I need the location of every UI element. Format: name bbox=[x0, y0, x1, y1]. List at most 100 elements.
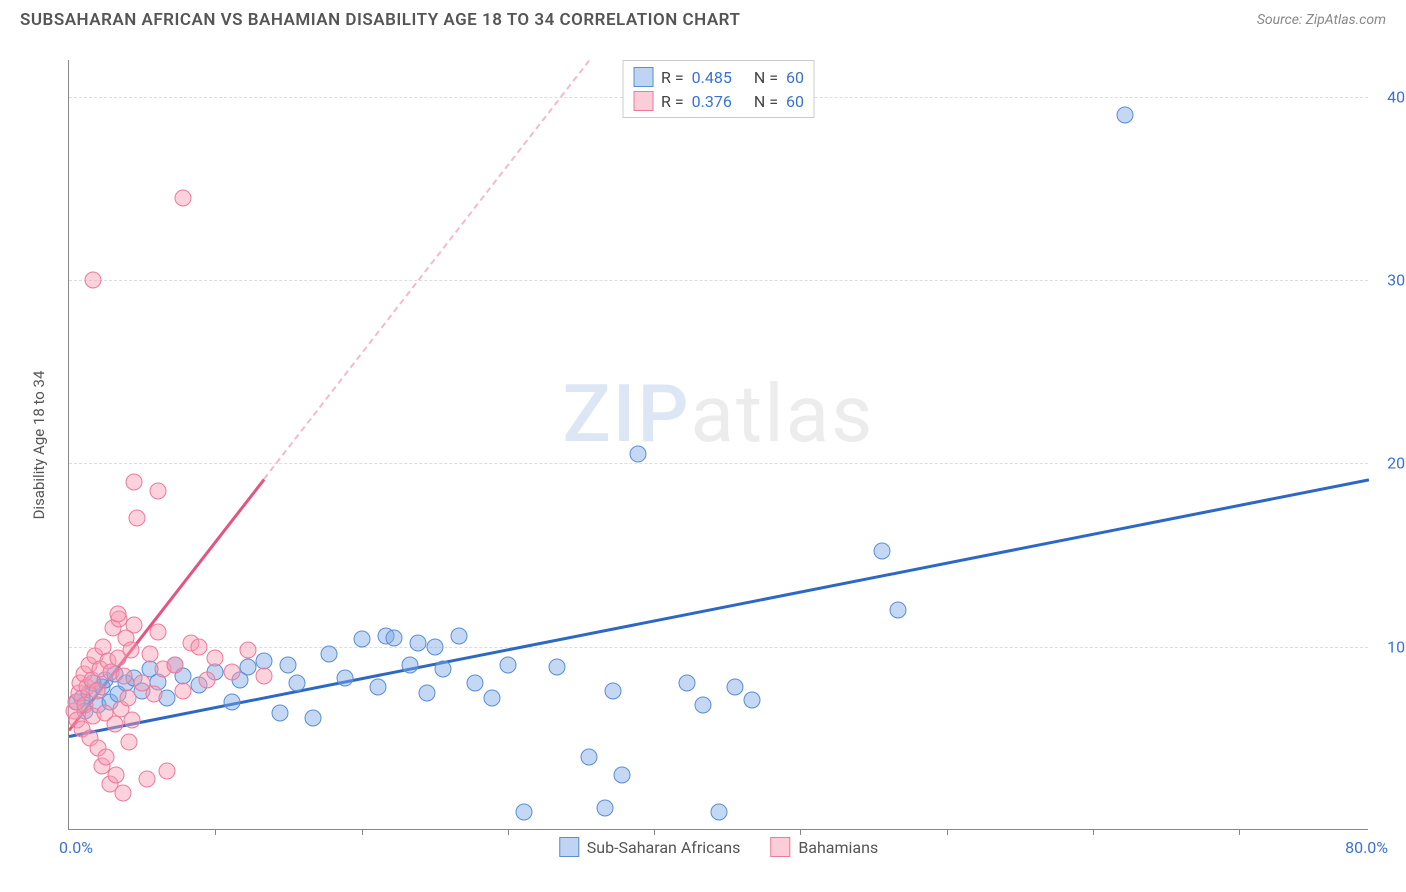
data-point bbox=[727, 679, 744, 696]
data-point bbox=[239, 642, 256, 659]
y-axis-title: Disability Age 18 to 34 bbox=[30, 370, 48, 519]
y-tick-label: 40.0% bbox=[1387, 87, 1406, 106]
data-point bbox=[121, 734, 138, 751]
data-point bbox=[122, 642, 139, 659]
data-point bbox=[98, 748, 115, 765]
data-point bbox=[369, 679, 386, 696]
data-point bbox=[150, 482, 167, 499]
source-label: Source: ZipAtlas.com bbox=[1257, 12, 1386, 28]
n-value-pink: 60 bbox=[786, 92, 804, 111]
n-label: N = bbox=[754, 92, 778, 111]
data-point bbox=[434, 660, 451, 677]
data-point bbox=[119, 690, 136, 707]
data-point bbox=[129, 510, 146, 527]
data-point bbox=[678, 675, 695, 692]
r-value-pink: 0.376 bbox=[692, 92, 732, 111]
data-point bbox=[114, 785, 131, 802]
swatch-blue-icon bbox=[633, 67, 653, 87]
swatch-pink-icon bbox=[633, 91, 653, 111]
data-point bbox=[223, 693, 240, 710]
y-tick-label: 30.0% bbox=[1387, 271, 1406, 290]
legend-item-blue: Sub-Saharan Africans bbox=[559, 837, 741, 857]
data-point bbox=[304, 710, 321, 727]
x-tick-label-min: 0.0% bbox=[59, 838, 93, 857]
data-point bbox=[694, 697, 711, 714]
x-tick-mark bbox=[508, 829, 509, 835]
legend-correlation: R = 0.485 N = 60 R = 0.376 N = 60 bbox=[622, 60, 815, 118]
data-point bbox=[711, 803, 728, 820]
x-tick-mark bbox=[215, 829, 216, 835]
x-tick-mark bbox=[947, 829, 948, 835]
x-tick-mark bbox=[1239, 829, 1240, 835]
data-point bbox=[174, 189, 191, 206]
data-point bbox=[191, 638, 208, 655]
data-point bbox=[207, 649, 224, 666]
y-tick-label: 10.0% bbox=[1387, 637, 1406, 656]
trendline-solid bbox=[69, 478, 1370, 738]
y-tick-label: 20.0% bbox=[1387, 454, 1406, 473]
data-point bbox=[451, 627, 468, 644]
gridline-h bbox=[69, 280, 1368, 281]
x-tick-mark bbox=[362, 829, 363, 835]
data-point bbox=[85, 272, 102, 289]
data-point bbox=[386, 629, 403, 646]
data-point bbox=[629, 446, 646, 463]
data-point bbox=[743, 691, 760, 708]
r-label: R = bbox=[661, 68, 684, 87]
data-point bbox=[239, 658, 256, 675]
x-tick-mark bbox=[1093, 829, 1094, 835]
data-point bbox=[548, 658, 565, 675]
data-point bbox=[88, 682, 105, 699]
r-label: R = bbox=[661, 92, 684, 111]
x-tick-mark bbox=[800, 829, 801, 835]
x-tick-label-max: 80.0% bbox=[1345, 838, 1388, 857]
legend-series: Sub-Saharan Africans Bahamians bbox=[559, 837, 878, 857]
data-point bbox=[256, 668, 273, 685]
legend-item-pink: Bahamians bbox=[770, 837, 878, 857]
data-point bbox=[142, 646, 159, 663]
data-point bbox=[116, 668, 133, 685]
watermark-atlas: atlas bbox=[691, 367, 875, 461]
data-point bbox=[402, 657, 419, 674]
chart-container: ZIPatlas Disability Age 18 to 34 R = 0.4… bbox=[20, 40, 1386, 860]
data-point bbox=[516, 803, 533, 820]
data-point bbox=[158, 763, 175, 780]
chart-title: SUBSAHARAN AFRICAN VS BAHAMIAN DISABILIT… bbox=[20, 10, 740, 30]
data-point bbox=[288, 675, 305, 692]
data-point bbox=[108, 767, 125, 784]
swatch-blue-icon bbox=[559, 837, 579, 857]
n-label: N = bbox=[754, 68, 778, 87]
data-point bbox=[353, 631, 370, 648]
data-point bbox=[337, 669, 354, 686]
data-point bbox=[145, 686, 162, 703]
trendline-dashed bbox=[263, 60, 590, 479]
data-point bbox=[106, 715, 123, 732]
data-point bbox=[272, 704, 289, 721]
data-point bbox=[280, 657, 297, 674]
data-point bbox=[499, 657, 516, 674]
data-point bbox=[126, 616, 143, 633]
data-point bbox=[174, 682, 191, 699]
data-point bbox=[426, 638, 443, 655]
legend-row-pink: R = 0.376 N = 60 bbox=[633, 89, 804, 113]
data-point bbox=[223, 664, 240, 681]
data-point bbox=[873, 543, 890, 560]
data-point bbox=[124, 712, 141, 729]
data-point bbox=[605, 682, 622, 699]
gridline-h bbox=[69, 647, 1368, 648]
legend-label-blue: Sub-Saharan Africans bbox=[587, 838, 741, 857]
data-point bbox=[418, 684, 435, 701]
data-point bbox=[150, 624, 167, 641]
swatch-pink-icon bbox=[770, 837, 790, 857]
n-value-blue: 60 bbox=[786, 68, 804, 87]
data-point bbox=[139, 770, 156, 787]
data-point bbox=[581, 748, 598, 765]
data-point bbox=[109, 605, 126, 622]
r-value-blue: 0.485 bbox=[692, 68, 732, 87]
header: SUBSAHARAN AFRICAN VS BAHAMIAN DISABILIT… bbox=[0, 0, 1406, 36]
data-point bbox=[597, 800, 614, 817]
watermark-zip: ZIP bbox=[563, 367, 691, 461]
legend-label-pink: Bahamians bbox=[798, 838, 878, 857]
data-point bbox=[199, 671, 216, 688]
x-tick-mark bbox=[654, 829, 655, 835]
